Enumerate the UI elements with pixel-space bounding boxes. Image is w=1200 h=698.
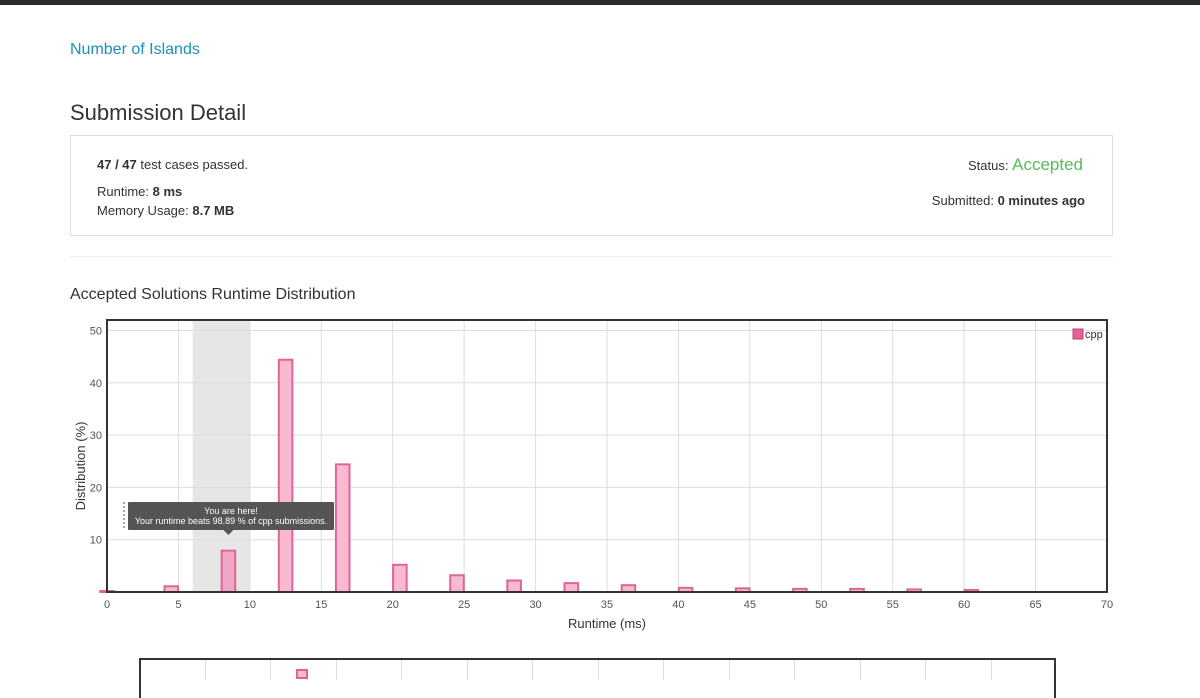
- submitted-label: Submitted:: [931, 193, 994, 208]
- problem-title-link[interactable]: Number of Islands: [70, 41, 200, 58]
- x-tick-label: 15: [315, 599, 327, 611]
- second-chart-gridline: [205, 660, 206, 680]
- distribution-bar[interactable]: [334, 463, 351, 593]
- y-tick-label: 30: [90, 430, 102, 442]
- distribution-bar[interactable]: [392, 563, 408, 593]
- tooltip-box: [128, 502, 334, 530]
- legend-label: cpp: [1085, 329, 1103, 341]
- tooltip-line-2: Your runtime beats 98.89 % of cpp submis…: [135, 516, 327, 526]
- second-chart-gridline: [401, 660, 402, 680]
- second-chart-gridline: [925, 660, 926, 680]
- distribution-bar[interactable]: [449, 574, 465, 593]
- tooltip-line-1: You are here!: [204, 506, 258, 516]
- distribution-bar[interactable]: [277, 358, 294, 593]
- second-chart-gridline: [336, 660, 337, 680]
- x-tick-label: 40: [672, 599, 684, 611]
- y-tick-label: 20: [90, 482, 102, 494]
- status-row: Status: Accepted: [968, 155, 1083, 175]
- status-label: Status:: [968, 158, 1009, 173]
- submitted-row: Submitted: 0 minutes ago: [932, 193, 1085, 208]
- x-tick-label: 50: [815, 599, 827, 611]
- runtime-value: 8 ms: [152, 184, 183, 199]
- x-tick-label: 70: [1101, 599, 1113, 611]
- chart-frame: [106, 319, 1108, 593]
- second-chart-bar[interactable]: [296, 669, 308, 679]
- x-tick-label: 65: [1029, 599, 1041, 611]
- distribution-bar[interactable]: [563, 582, 580, 593]
- runtime-distribution-chart: 0 5 10 15 20 25 30 35 40 45 50 55 60 65 70 10 20 30 40 50 Ru…: [73, 319, 1113, 631]
- memory-label: Memory Usage:: [97, 203, 189, 218]
- second-chart-gridline: [729, 660, 730, 680]
- x-tick-label: 30: [529, 599, 541, 611]
- submission-detail-panel: 47 / 47 test cases passed. Runtime: 8 ms…: [70, 135, 1113, 236]
- tooltip-pointer: [223, 530, 234, 535]
- test-cases-label: test cases passed.: [140, 157, 249, 172]
- your-runtime-highlight-band: [192, 320, 250, 592]
- x-tick-label: 10: [244, 599, 256, 611]
- second-chart-gridline: [532, 660, 533, 680]
- runtime-row: Runtime: 8 ms: [97, 184, 182, 199]
- y-axis-label: Distribution (%): [73, 422, 88, 511]
- x-tick-label: 35: [601, 599, 613, 611]
- runtime-label: Runtime:: [97, 184, 150, 199]
- x-tick-label: 55: [887, 599, 899, 611]
- x-tick-label: 0: [104, 599, 110, 611]
- distribution-bar[interactable]: [506, 579, 522, 594]
- memory-row: Memory Usage: 8.7 MB: [97, 203, 234, 218]
- x-tick-label: 20: [387, 599, 399, 611]
- section-divider: [70, 256, 1113, 257]
- test-cases-summary: 47 / 47 test cases passed.: [97, 157, 248, 172]
- page-title: Submission Detail: [70, 100, 247, 125]
- section-title: Accepted Solutions Runtime Distribution: [70, 286, 356, 303]
- x-tick-label: 25: [458, 599, 470, 611]
- memory-value: 8.7 MB: [192, 203, 235, 218]
- y-tick-label: 40: [90, 378, 102, 390]
- status-badge[interactable]: Accepted: [1012, 155, 1083, 174]
- second-chart-gridline: [991, 660, 992, 680]
- submitted-value: 0 minutes ago: [997, 193, 1085, 208]
- x-axis-label: Runtime (ms): [568, 616, 646, 631]
- legend-swatch: [1072, 328, 1084, 340]
- second-chart-gridline: [794, 660, 795, 680]
- x-tick-label: 5: [175, 599, 181, 611]
- top-bar: [0, 0, 1200, 5]
- your-runtime-bar[interactable]: [220, 549, 237, 594]
- x-tick-label: 45: [744, 599, 756, 611]
- second-chart-gridline: [860, 660, 861, 680]
- test-cases-count: 47 / 47: [97, 157, 137, 172]
- second-chart-gridline: [598, 660, 599, 680]
- y-tick-label: 50: [90, 325, 102, 337]
- y-tick-label: 10: [90, 535, 102, 547]
- distribution-bar[interactable]: [620, 584, 637, 594]
- second-chart-gridline: [270, 660, 271, 680]
- second-chart-gridline: [663, 660, 664, 680]
- second-chart-gridline: [467, 660, 468, 680]
- x-tick-label: 60: [958, 599, 970, 611]
